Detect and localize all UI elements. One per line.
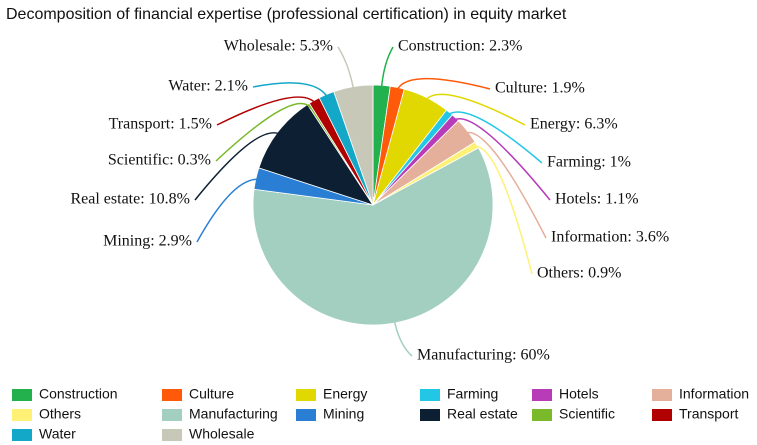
- legend-swatch: [12, 429, 32, 441]
- data-label: Farming: 1%: [547, 154, 631, 171]
- pie-slice: [258, 103, 374, 206]
- legend-label: Culture: [189, 386, 234, 402]
- legend-label: Construction: [39, 386, 118, 402]
- legend-label: Farming: [447, 386, 498, 402]
- legend-label: Mining: [323, 406, 364, 422]
- data-label: Wholesale: 5.3%: [224, 38, 333, 55]
- legend-swatch: [420, 389, 440, 401]
- leader-line: [252, 82, 330, 101]
- legend-label: Water: [39, 426, 76, 442]
- leader-line: [423, 93, 526, 126]
- legend-swatch: [420, 409, 440, 421]
- leader-line: [337, 46, 355, 93]
- legend-swatch: [162, 389, 182, 401]
- data-label: Culture: 1.9%: [495, 80, 585, 97]
- data-label: Information: 3.6%: [551, 229, 669, 246]
- data-label: Hotels: 1.1%: [555, 191, 639, 208]
- legend-swatch: [12, 389, 32, 401]
- legend-swatch: [162, 429, 182, 441]
- legend-swatch: [12, 409, 32, 421]
- legend-label: Others: [39, 406, 81, 422]
- data-label: Scientific: 0.3%: [108, 152, 211, 169]
- leader-line: [445, 111, 543, 164]
- leader-line: [395, 77, 491, 94]
- chart-title: Decomposition of financial expertise (pr…: [6, 6, 567, 23]
- leader-line: [196, 178, 262, 243]
- data-label: Mining: 2.9%: [103, 233, 192, 250]
- data-label: Manufacturing: 60%: [417, 347, 550, 364]
- legend-label: Manufacturing: [189, 406, 278, 422]
- legend-label: Wholesale: [189, 426, 255, 442]
- data-label: Construction: 2.3%: [398, 38, 522, 55]
- data-label: Others: 0.9%: [537, 265, 621, 282]
- legend-label: Hotels: [559, 386, 599, 402]
- legend-swatch: [296, 409, 316, 421]
- data-label: Transport: 1.5%: [109, 116, 212, 133]
- leader-line: [392, 316, 413, 357]
- leader-line: [216, 96, 318, 126]
- legend-swatch: [652, 409, 672, 421]
- leader-line: [194, 132, 283, 201]
- leader-line: [450, 118, 551, 201]
- legend-label: Information: [679, 386, 749, 402]
- data-label: Energy: 6.3%: [530, 116, 618, 133]
- legend-label: Real estate: [447, 406, 518, 422]
- leader-line: [215, 102, 313, 162]
- legend-swatch: [652, 389, 672, 401]
- legend-label: Energy: [323, 386, 367, 402]
- legend-swatch: [162, 409, 182, 421]
- legend-label: Transport: [679, 406, 739, 422]
- leader-line: [471, 145, 533, 275]
- data-label: Water: 2.1%: [168, 78, 248, 95]
- legend-swatch: [532, 389, 552, 401]
- leader-line: [462, 131, 547, 239]
- legend-swatch: [532, 409, 552, 421]
- data-label: Real estate: 10.8%: [70, 191, 190, 208]
- leader-line: [380, 46, 394, 92]
- legend-swatch: [296, 389, 316, 401]
- legend-label: Scientific: [559, 406, 615, 422]
